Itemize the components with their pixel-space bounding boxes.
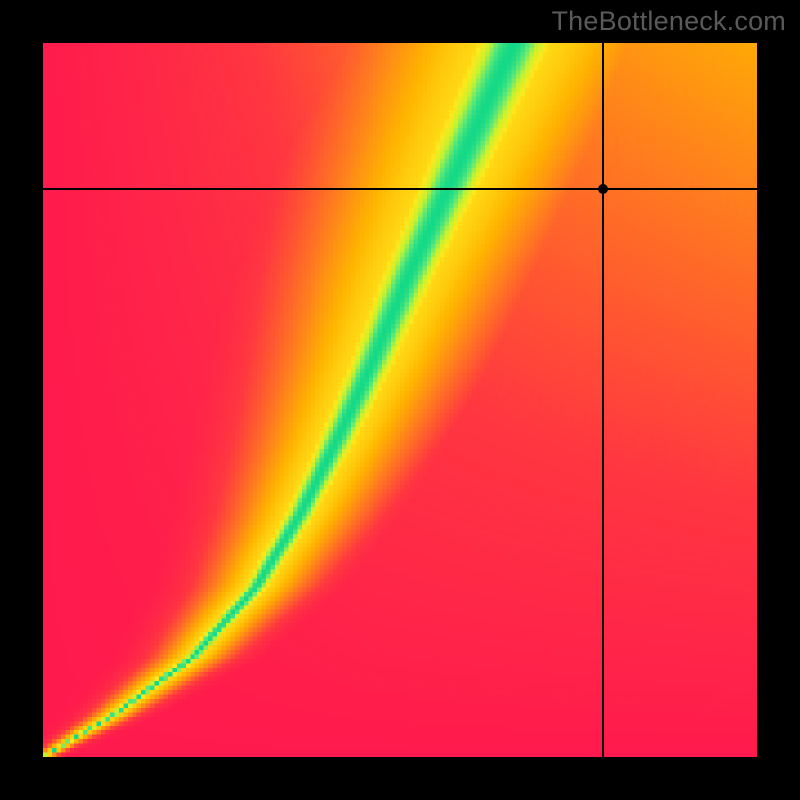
watermark-text: TheBottleneck.com xyxy=(551,6,786,37)
chart-container: TheBottleneck.com xyxy=(0,0,800,800)
plot-area xyxy=(43,43,757,757)
bottleneck-heatmap xyxy=(43,43,757,757)
